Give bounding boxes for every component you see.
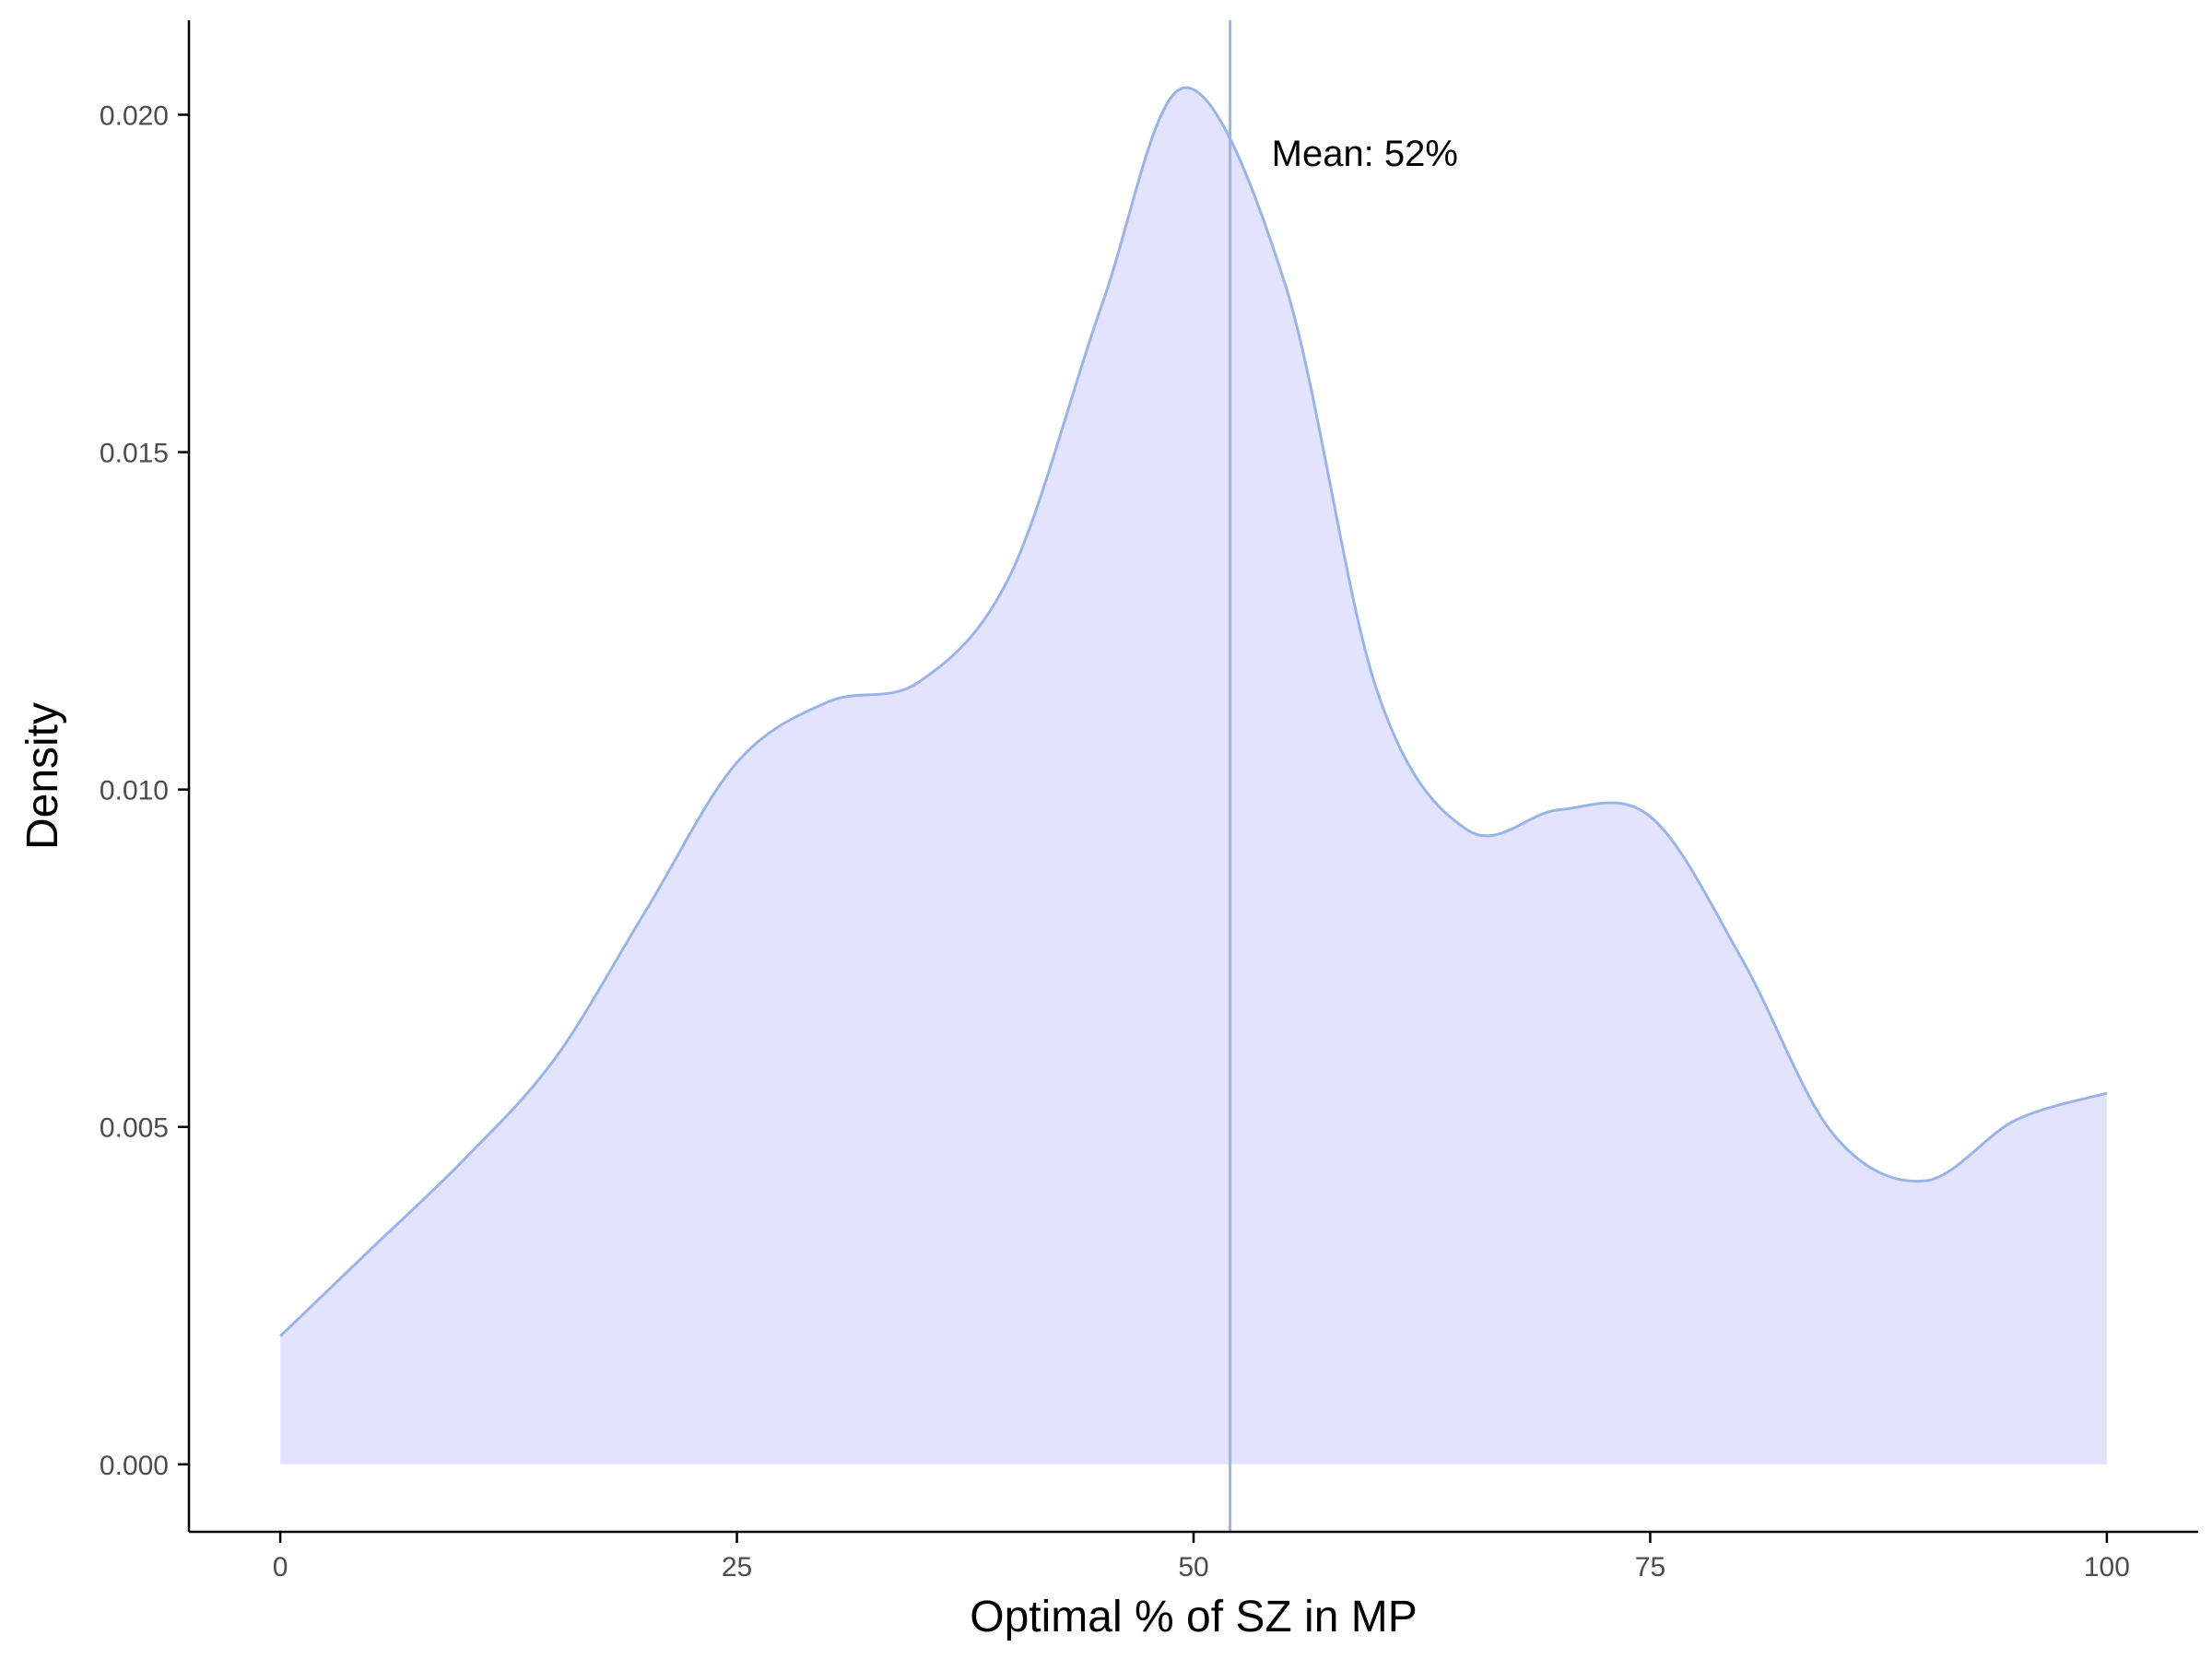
y-tick-label: 0.020: [100, 101, 169, 132]
y-tick-label: 0.010: [100, 776, 169, 806]
x-axis-title: Optimal % of SZ in MP: [970, 1593, 1417, 1641]
x-axis-ticks: 0 25 50 75 100: [273, 1532, 2130, 1583]
x-tick-label: 75: [1635, 1552, 1665, 1583]
density-fill-area: [280, 88, 2107, 1465]
axes: 0 25 50 75 100 0.000 0.005 0.010 0.015 0.020: [100, 20, 2198, 1583]
mean-annotation: Mean: 52%: [1272, 134, 1458, 174]
x-tick-label: 50: [1178, 1552, 1208, 1583]
y-axis-ticks: 0.000 0.005 0.010 0.015 0.020: [100, 101, 189, 1481]
y-tick-label: 0.000: [100, 1451, 169, 1481]
x-tick-label: 25: [722, 1552, 752, 1583]
density-curve: [279, 86, 2108, 1337]
x-tick-label: 100: [2084, 1552, 2130, 1583]
plot-area: Mean: 52%: [279, 20, 2108, 1532]
y-tick-label: 0.015: [100, 439, 169, 469]
y-tick-label: 0.005: [100, 1113, 169, 1144]
x-tick-label: 0: [273, 1552, 288, 1583]
y-axis-title: Density: [18, 702, 67, 850]
